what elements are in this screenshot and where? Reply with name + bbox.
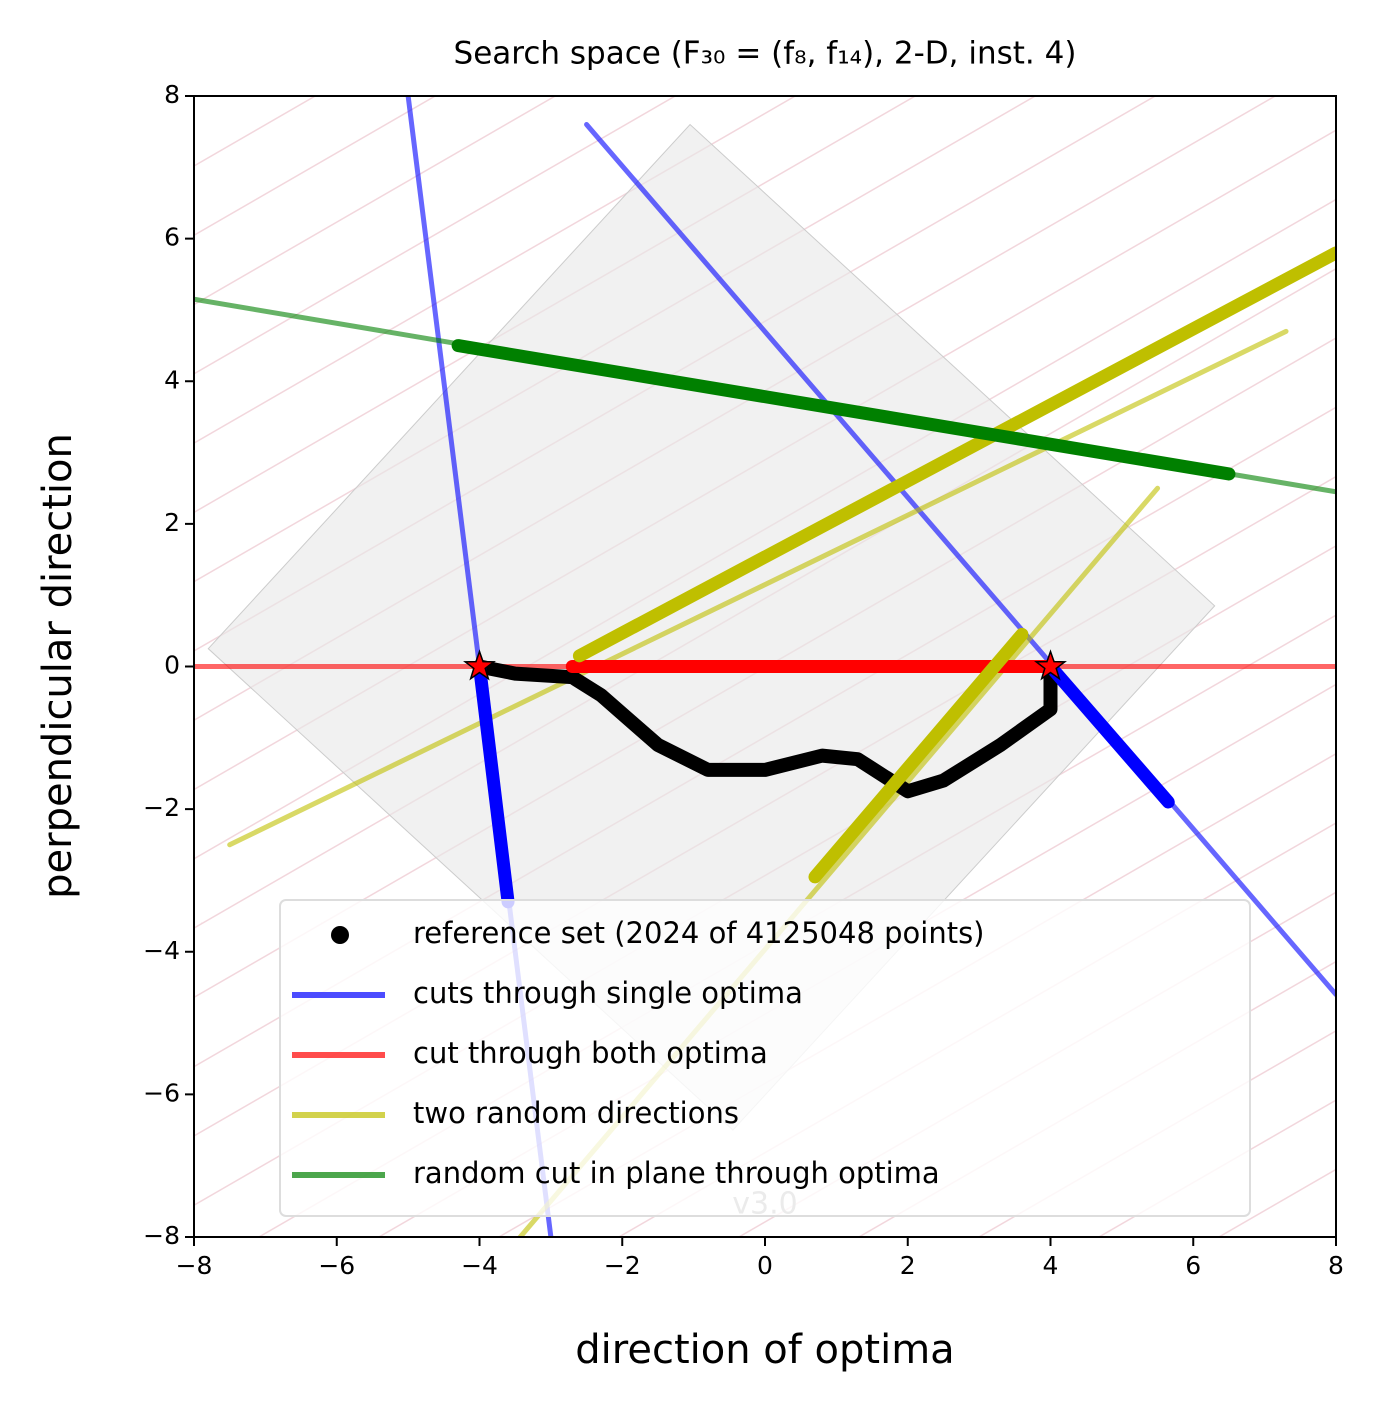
cut-line <box>227 328 1289 848</box>
legend-box <box>279 899 1251 1217</box>
chart-title: Search space (F₃₀ = (f₈, f₁₄), 2-D, inst… <box>454 36 1077 72</box>
x-tick-label: 6 <box>1185 1251 1201 1280</box>
legend-label: random cut in plane through optima <box>413 1156 940 1190</box>
plot-area <box>194 96 1336 1237</box>
legend-label: two random directions <box>413 1096 739 1130</box>
x-tick-label: −2 <box>604 1251 641 1280</box>
legend-label: reference set (2024 of 4125048 points) <box>413 916 985 950</box>
legend-label: cut through both optima <box>413 1036 768 1070</box>
y-tick-label: 2 <box>164 508 180 537</box>
cut-highlight <box>808 627 1029 884</box>
y-axis-label: perpendicular direction <box>35 433 81 899</box>
x-tick-label: 8 <box>1328 1251 1344 1280</box>
x-tick-label: 2 <box>900 1251 916 1280</box>
y-tick-label: −2 <box>143 793 180 822</box>
cut-highlight <box>572 246 1336 663</box>
reference-set <box>472 659 1058 799</box>
cut-highlight <box>451 339 1236 481</box>
x-tick-label: −4 <box>461 1251 498 1280</box>
y-tick-label: −4 <box>143 936 180 965</box>
y-tick-label: 0 <box>164 651 180 680</box>
x-tick-label: 4 <box>1043 1251 1059 1280</box>
legend-label: cuts through single optima <box>413 976 803 1010</box>
cut-highlight <box>1044 660 1175 809</box>
optimum-marker <box>463 649 496 681</box>
legend-marker <box>331 926 349 944</box>
optimum-marker <box>1034 649 1067 681</box>
cut-highlight <box>473 660 515 909</box>
x-axis-label: direction of optima <box>575 1327 954 1373</box>
y-tick-label: 6 <box>164 223 180 252</box>
y-tick-label: 4 <box>164 365 180 394</box>
x-tick-label: 0 <box>757 1251 773 1280</box>
cut-line <box>584 122 1336 998</box>
y-tick-label: −8 <box>143 1221 180 1250</box>
y-tick-label: −6 <box>143 1078 180 1107</box>
x-tick-label: −6 <box>318 1251 355 1280</box>
y-tick-label: 8 <box>164 80 180 109</box>
x-tick-label: −8 <box>176 1251 213 1280</box>
overlay: −8−6−4−202468−8−6−4−202468v3.0reference … <box>143 80 1344 1280</box>
